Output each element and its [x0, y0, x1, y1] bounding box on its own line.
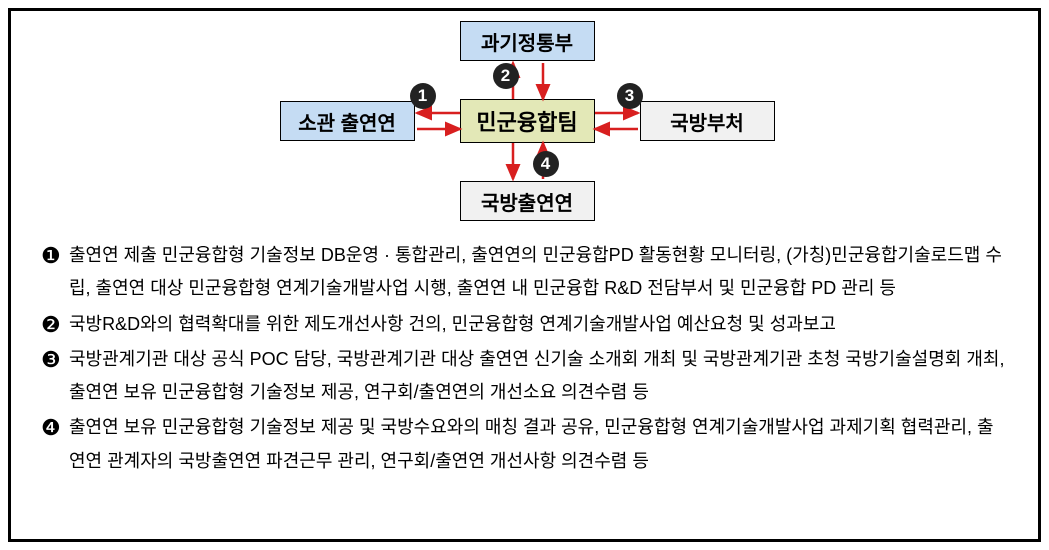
legend-num-1: ❶ [41, 239, 69, 272]
legend-text-1: 출연연 제출 민군융합형 기술정보 DB운영 · 통합관리, 출연연의 민군융합… [69, 239, 1008, 306]
legend-list: ❶ 출연연 제출 민군융합형 기술정보 DB운영 · 통합관리, 출연연의 민군… [41, 239, 1008, 478]
badge-4: 4 [533, 151, 559, 177]
legend-item-4: ❹ 출연연 보유 민군융합형 기술정보 제공 및 국방수요와의 매칭 결과 공유… [41, 411, 1008, 478]
diagram-arrows [245, 21, 805, 221]
badge-3: 3 [617, 83, 643, 109]
org-diagram: 과기정통부 소관 출연연 민군융합팀 국방부처 국방출연연 1 2 3 4 [245, 21, 805, 221]
badge-2: 2 [493, 63, 519, 89]
legend-item-1: ❶ 출연연 제출 민군융합형 기술정보 DB운영 · 통합관리, 출연연의 민군… [41, 239, 1008, 306]
legend-num-3: ❸ [41, 343, 69, 376]
legend-text-4: 출연연 보유 민군융합형 기술정보 제공 및 국방수요와의 매칭 결과 공유, … [69, 411, 1008, 478]
figure-container: 과기정통부 소관 출연연 민군융합팀 국방부처 국방출연연 1 2 3 4 ❶ … [8, 8, 1041, 542]
legend-text-2: 국방R&D와의 협력확대를 위한 제도개선사항 건의, 민군융합형 연계기술개발… [69, 308, 1008, 341]
legend-num-4: ❹ [41, 411, 69, 444]
badge-1: 1 [410, 83, 436, 109]
legend-num-2: ❷ [41, 308, 69, 341]
legend-item-3: ❸ 국방관계기관 대상 공식 POC 담당, 국방관계기관 대상 출연연 신기술… [41, 343, 1008, 410]
legend-item-2: ❷ 국방R&D와의 협력확대를 위한 제도개선사항 건의, 민군융합형 연계기술… [41, 308, 1008, 341]
legend-text-3: 국방관계기관 대상 공식 POC 담당, 국방관계기관 대상 출연연 신기술 소… [69, 343, 1008, 410]
